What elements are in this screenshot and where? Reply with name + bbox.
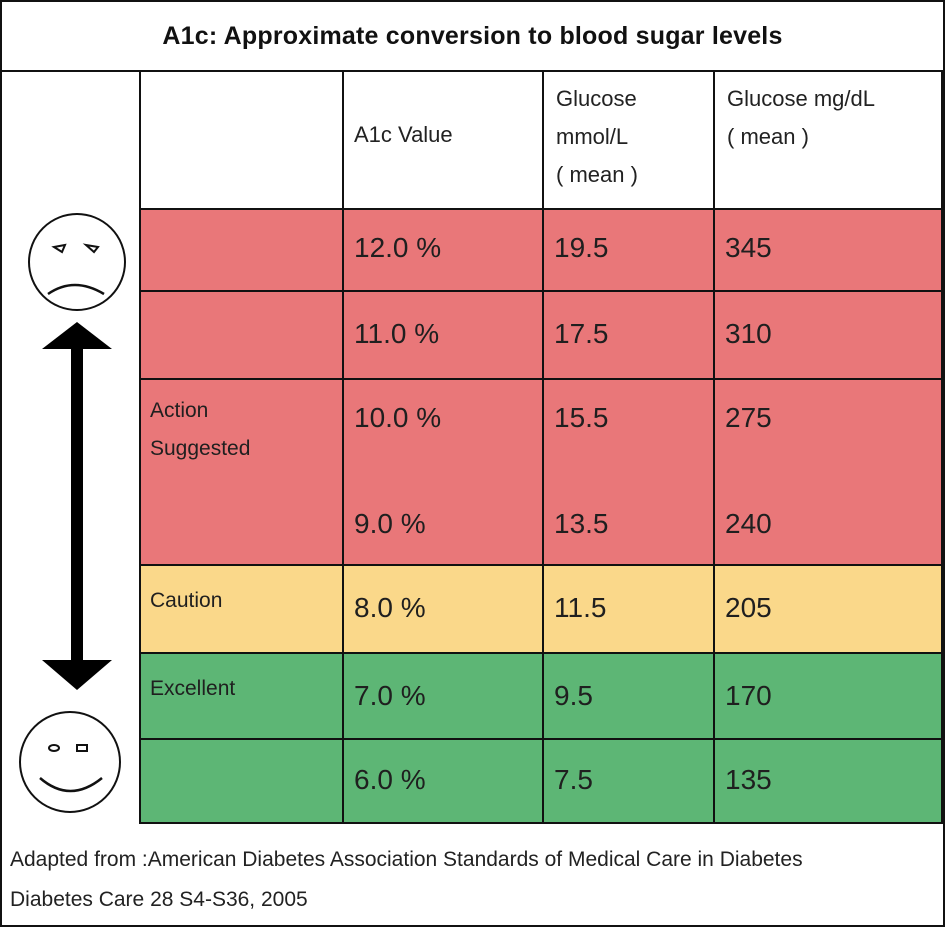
category-caution: Caution [141,566,344,654]
category-cell-low [141,740,344,824]
conversion-table: A1c Value Glucose mmol/L ( mean ) Glucos… [141,72,943,824]
mmol-cell: 15.5 [554,402,609,433]
category-cell-high [141,210,344,292]
mgdl-cell-group: 275 240 [715,380,943,566]
category-cell-high [141,292,344,380]
mgdl-cell: 345 [715,210,943,292]
mgdl-cell: 275 [725,402,772,433]
action-label-line1: Action [150,399,209,422]
category-action-suggested: Action Suggested [141,380,344,566]
indicator-graphics [19,213,126,813]
sad-face-icon [28,213,126,311]
a1c-cell: 9.0 % [354,508,426,539]
caution-label: Caution [150,589,223,612]
mmol-cell: 17.5 [544,292,715,380]
mmol-cell: 13.5 [554,508,609,539]
header-mmol-line2: mmol/L [556,124,629,149]
indicator-column [2,72,141,824]
a1c-cell: 10.0 % [354,402,442,433]
a1c-cell-group: 10.0 % 9.0 % [344,380,544,566]
header-mmol: Glucose mmol/L ( mean ) [544,72,715,210]
mgdl-cell: 170 [715,654,943,740]
header-mgdl-line1: Glucose mg/dL [727,86,875,111]
a1c-cell: 12.0 % [344,210,544,292]
header-mgdl: Glucose mg/dL ( mean ) [715,72,943,210]
mgdl-cell: 205 [715,566,943,654]
citation-line1: Adapted from :American Diabetes Associat… [10,848,803,871]
header-category [141,72,344,210]
action-label-line2: Suggested [150,437,251,460]
page-title: A1c: Approximate conversion to blood sug… [2,2,943,72]
header-a1c-label: A1c Value [354,122,453,147]
source-citation: Adapted from :American Diabetes Associat… [2,826,943,925]
mgdl-cell: 240 [725,508,772,539]
double-headed-arrow-icon [42,322,112,690]
header-a1c: A1c Value [344,72,544,210]
a1c-cell: 8.0 % [344,566,544,654]
a1c-cell: 6.0 % [344,740,544,824]
header-mmol-line3: ( mean ) [556,162,638,187]
mmol-cell: 7.5 [544,740,715,824]
mmol-cell-group: 15.5 13.5 [544,380,715,566]
a1c-cell: 7.0 % [344,654,544,740]
a1c-cell: 11.0 % [344,292,544,380]
mmol-cell: 11.5 [544,566,715,654]
mgdl-cell: 310 [715,292,943,380]
header-mmol-line1: Glucose [556,86,637,111]
mmol-cell: 19.5 [544,210,715,292]
happy-face-icon [19,711,121,813]
category-excellent: Excellent [141,654,344,740]
excellent-label: Excellent [150,677,236,700]
mmol-cell: 9.5 [544,654,715,740]
mgdl-cell: 135 [715,740,943,824]
citation-line2: Diabetes Care 28 S4-S36, 2005 [10,888,308,911]
header-mgdl-line2: ( mean ) [727,124,809,149]
